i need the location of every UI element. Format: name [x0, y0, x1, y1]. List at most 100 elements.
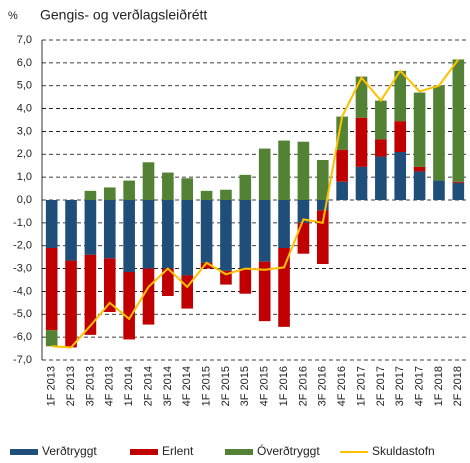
bar-segment: [84, 254, 97, 335]
x-tick-label: 2F 2017: [375, 366, 387, 406]
bar-segment: [239, 268, 252, 294]
bar-segment: [200, 190, 213, 200]
y-axis-unit: %: [8, 10, 18, 22]
bar-segment: [45, 330, 58, 347]
bar-segment: [84, 200, 97, 255]
bar-segment: [200, 200, 213, 263]
y-tick-label: -2,0: [13, 240, 32, 252]
bar-segment: [297, 200, 310, 223]
x-tick-label: 2F 2015: [220, 366, 232, 406]
bar-segment: [103, 187, 116, 200]
bar-segment: [278, 200, 290, 248]
x-tick-label: 1F 2015: [200, 366, 212, 406]
bar-segment: [181, 178, 194, 200]
bar-segment: [336, 181, 348, 200]
bar-segment: [123, 200, 135, 272]
bar-segment: [162, 268, 174, 296]
bar-segment: [394, 121, 407, 152]
legend-label: Skuldastofn: [372, 444, 435, 458]
bar-segment: [142, 200, 155, 269]
bar-segment: [65, 260, 77, 348]
legend-swatch: [225, 449, 253, 455]
bar-segment: [355, 76, 368, 118]
bar-segment: [123, 180, 135, 200]
x-tick-label: 3F 2013: [84, 366, 96, 406]
bar-segment: [258, 148, 271, 200]
chart-title: Gengis- og verðlagsleiðrétt: [40, 7, 207, 23]
y-tick-label: 2,0: [17, 148, 32, 160]
x-tick-label: 2F 2016: [297, 366, 309, 406]
bar-segment: [355, 166, 368, 200]
y-tick-label: 6,0: [17, 57, 32, 69]
bar-segment: [142, 162, 155, 200]
bar-segment: [355, 117, 368, 167]
bar-segment: [220, 200, 232, 271]
y-tick-label: 7,0: [17, 34, 32, 46]
bar-segment: [162, 200, 174, 269]
x-tick-label: 4F 2015: [259, 366, 271, 406]
bar-segment: [123, 272, 135, 340]
bar-segment: [258, 261, 271, 322]
bar-segment: [200, 262, 213, 269]
x-tick-label: 2F 2013: [65, 366, 77, 406]
bar-segment: [413, 92, 426, 167]
y-tick-label: 4,0: [17, 102, 32, 114]
x-tick-label: 1F 2014: [123, 366, 135, 406]
y-tick-label: 1,0: [17, 171, 32, 183]
x-tick-label: 4F 2016: [336, 366, 348, 406]
bar-segment: [103, 258, 116, 312]
bar-segment: [336, 149, 348, 182]
bar-segment: [394, 152, 407, 200]
bar-segment: [375, 156, 387, 200]
x-tick-label: 3F 2015: [239, 366, 251, 406]
x-tick-label: 3F 2014: [162, 366, 174, 406]
y-tick-label: 3,0: [17, 125, 32, 137]
bar-segment: [413, 171, 426, 200]
x-tick-label: 1F 2016: [278, 366, 290, 406]
legend-swatch: [10, 449, 38, 455]
bar-segment: [220, 270, 232, 285]
y-tick-label: 5,0: [17, 80, 32, 92]
x-tick-label: 1F 2017: [355, 366, 367, 406]
bar-segment: [375, 139, 387, 157]
y-tick-label: -7,0: [13, 354, 32, 366]
bar-segment: [239, 200, 252, 269]
y-tick-label: -6,0: [13, 331, 32, 343]
bar-segment: [239, 174, 252, 200]
bar-segment: [394, 70, 407, 122]
y-tick-label: -1,0: [13, 217, 32, 229]
bar-segment: [103, 200, 116, 259]
x-tick-label: 1F 2018: [433, 366, 445, 406]
bar-segment: [45, 200, 58, 248]
bar-segment: [413, 166, 426, 172]
legend-label: Erlent: [162, 444, 194, 458]
line-series: [51, 58, 460, 349]
bar-segment: [181, 275, 194, 309]
x-tick-label: 4F 2014: [181, 366, 193, 406]
y-tick-label: 0,0: [17, 194, 32, 206]
y-tick-label: -4,0: [13, 285, 32, 297]
bar-segment: [297, 141, 310, 200]
bar-segment: [316, 200, 329, 211]
y-tick-label: -5,0: [13, 308, 32, 320]
bar-segment: [433, 180, 445, 200]
bar-segment: [278, 248, 290, 327]
bar-segment: [220, 189, 232, 200]
x-tick-label: 3F 2017: [394, 366, 406, 406]
x-tick-label: 3F 2016: [317, 366, 329, 406]
x-tick-label: 2F 2014: [142, 366, 154, 406]
bar-segment: [316, 160, 329, 200]
x-tick-label: 2F 2018: [452, 366, 464, 406]
bar-segment: [142, 268, 155, 325]
bar-segment: [258, 200, 271, 262]
bar-segment: [45, 248, 58, 331]
bar-segment: [433, 85, 445, 181]
bar-segment: [181, 200, 194, 276]
bar-segment: [452, 182, 465, 200]
bar-segment: [336, 116, 348, 150]
bar-segment: [316, 210, 329, 264]
legend-label: Óverðtryggt: [257, 443, 320, 458]
y-tick-label: -3,0: [13, 262, 32, 274]
bar-segment: [452, 59, 465, 182]
